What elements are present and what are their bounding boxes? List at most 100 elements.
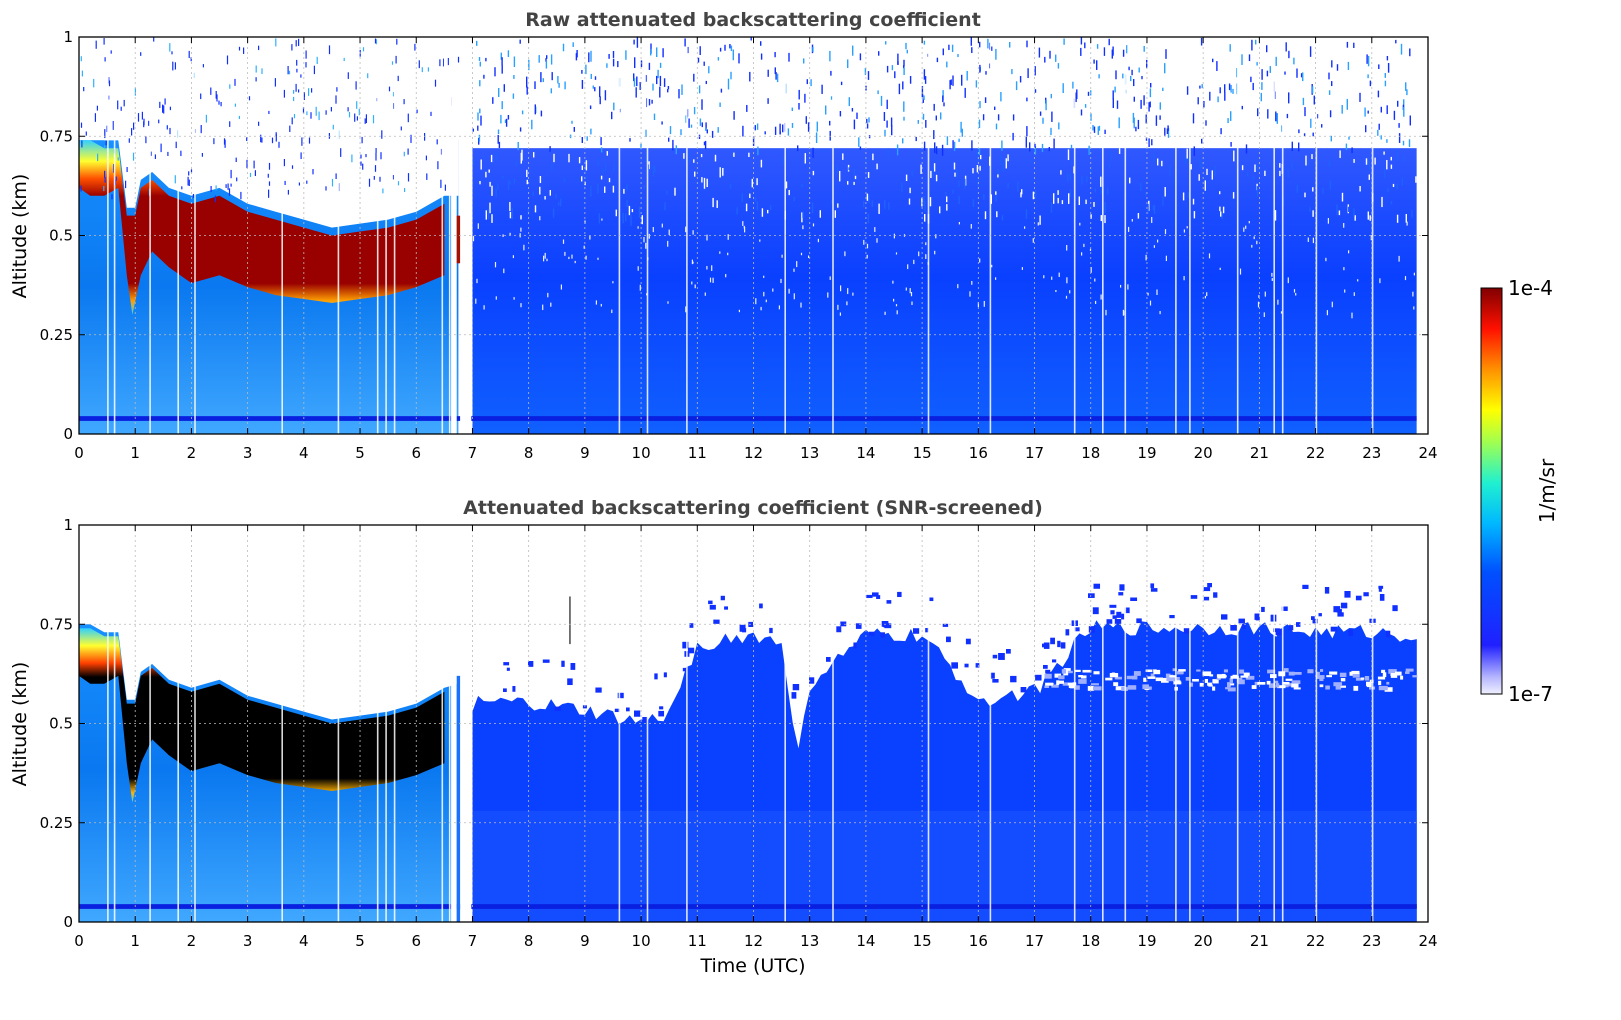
noise-speckle (301, 137, 303, 146)
noise-speckle (951, 662, 958, 669)
noise-speckle (852, 292, 854, 296)
noise-speckle (229, 121, 231, 127)
profile-gap (385, 37, 387, 434)
noise-speckle (1055, 290, 1057, 293)
noise-speckle (1353, 159, 1355, 163)
noise-speckle (590, 73, 592, 80)
noise-speckle (668, 229, 670, 236)
noise-speckle (724, 606, 728, 610)
noise-speckle (1155, 677, 1164, 682)
noise-speckle (867, 213, 870, 224)
noise-speckle (925, 242, 927, 246)
noise-speckle (216, 94, 218, 102)
noise-speckle (1408, 139, 1411, 147)
noise-speckle (1079, 222, 1081, 226)
noise-speckle (909, 288, 911, 294)
noise-speckle (248, 96, 251, 101)
noise-speckle (1267, 669, 1276, 674)
noise-speckle (738, 53, 740, 64)
noise-speckle (1273, 628, 1280, 633)
noise-speckle (1069, 189, 1072, 197)
noise-speckle (1370, 235, 1372, 241)
noise-speckle (1379, 594, 1385, 601)
noise-speckle (884, 129, 886, 137)
noise-speckle (1032, 191, 1035, 200)
noise-speckle (910, 292, 913, 297)
noise-speckle (760, 159, 763, 168)
noise-speckle (1386, 681, 1390, 685)
noise-speckle (490, 154, 493, 163)
noise-speckle (772, 288, 774, 292)
noise-speckle (1039, 215, 1041, 225)
noise-speckle (1288, 50, 1290, 59)
noise-speckle (706, 129, 708, 134)
noise-speckle (652, 227, 654, 233)
noise-speckle (958, 180, 960, 188)
noise-speckle (1402, 140, 1405, 146)
noise-speckle (791, 692, 797, 699)
noise-speckle (574, 260, 576, 264)
x-axis: 0 1 2 3 4 5 6 7 8 9 10 11 12 13 14 15 16 17 18 19 20 21 22 23 24 (74, 37, 1438, 462)
noise-speckle (788, 288, 790, 294)
noise-speckle (800, 252, 803, 256)
noise-speckle (995, 191, 997, 195)
noise-speckle (638, 206, 641, 218)
noise-speckle (651, 99, 653, 104)
noise-speckle (300, 74, 302, 78)
y-tick-label: 1 (63, 516, 73, 534)
noise-speckle (533, 152, 535, 158)
clear-air (79, 37, 459, 228)
noise-speckle (513, 56, 516, 68)
noise-speckle (1123, 310, 1125, 316)
noise-speckle (1052, 659, 1057, 663)
noise-speckle (1261, 82, 1263, 90)
noise-speckle (886, 120, 888, 128)
noise-speckle (738, 309, 740, 313)
noise-speckle (503, 688, 507, 692)
y-axis-label: Altitude (km) (9, 662, 31, 787)
noise-speckle (1355, 595, 1362, 601)
noise-speckle (512, 255, 514, 259)
noise-speckle (1093, 59, 1095, 64)
noise-speckle (1335, 685, 1342, 690)
noise-speckle (958, 195, 960, 205)
noise-speckle (1384, 169, 1386, 179)
noise-speckle (1245, 144, 1248, 154)
noise-speckle (952, 140, 954, 149)
noise-speckle (977, 302, 979, 307)
noise-speckle (1164, 229, 1167, 235)
noise-speckle (856, 112, 858, 119)
noise-speckle (600, 303, 602, 307)
noise-speckle (234, 78, 236, 86)
noise-speckle (964, 663, 969, 668)
noise-speckle (558, 202, 560, 206)
noise-speckle (1188, 157, 1190, 162)
noise-speckle (589, 105, 592, 110)
noise-speckle (1050, 202, 1053, 213)
noise-speckle (202, 64, 204, 68)
noise-speckle (268, 189, 270, 198)
noise-speckle (782, 157, 785, 165)
noise-speckle (701, 99, 703, 110)
noise-speckle (1094, 278, 1096, 282)
x-tick-label: 21 (1250, 932, 1269, 950)
noise-speckle (1219, 267, 1221, 270)
x-tick-label: 3 (243, 444, 253, 462)
noise-speckle (1042, 117, 1044, 124)
noise-speckle (645, 152, 648, 163)
noise-speckle (527, 207, 530, 215)
noise-speckle (491, 185, 493, 196)
noise-speckle (1270, 674, 1277, 679)
profile-gap (646, 37, 649, 434)
noise-speckle (331, 178, 334, 187)
noise-speckle (769, 205, 772, 210)
noise-speckle (626, 184, 628, 191)
noise-speckle (754, 125, 756, 131)
noise-speckle (903, 65, 905, 69)
noise-speckle (711, 130, 714, 138)
noise-speckle (754, 197, 757, 202)
profile-gap (281, 37, 283, 434)
x-tick-label: 13 (800, 932, 819, 950)
noise-speckle (724, 44, 726, 51)
noise-speckle (699, 46, 701, 55)
